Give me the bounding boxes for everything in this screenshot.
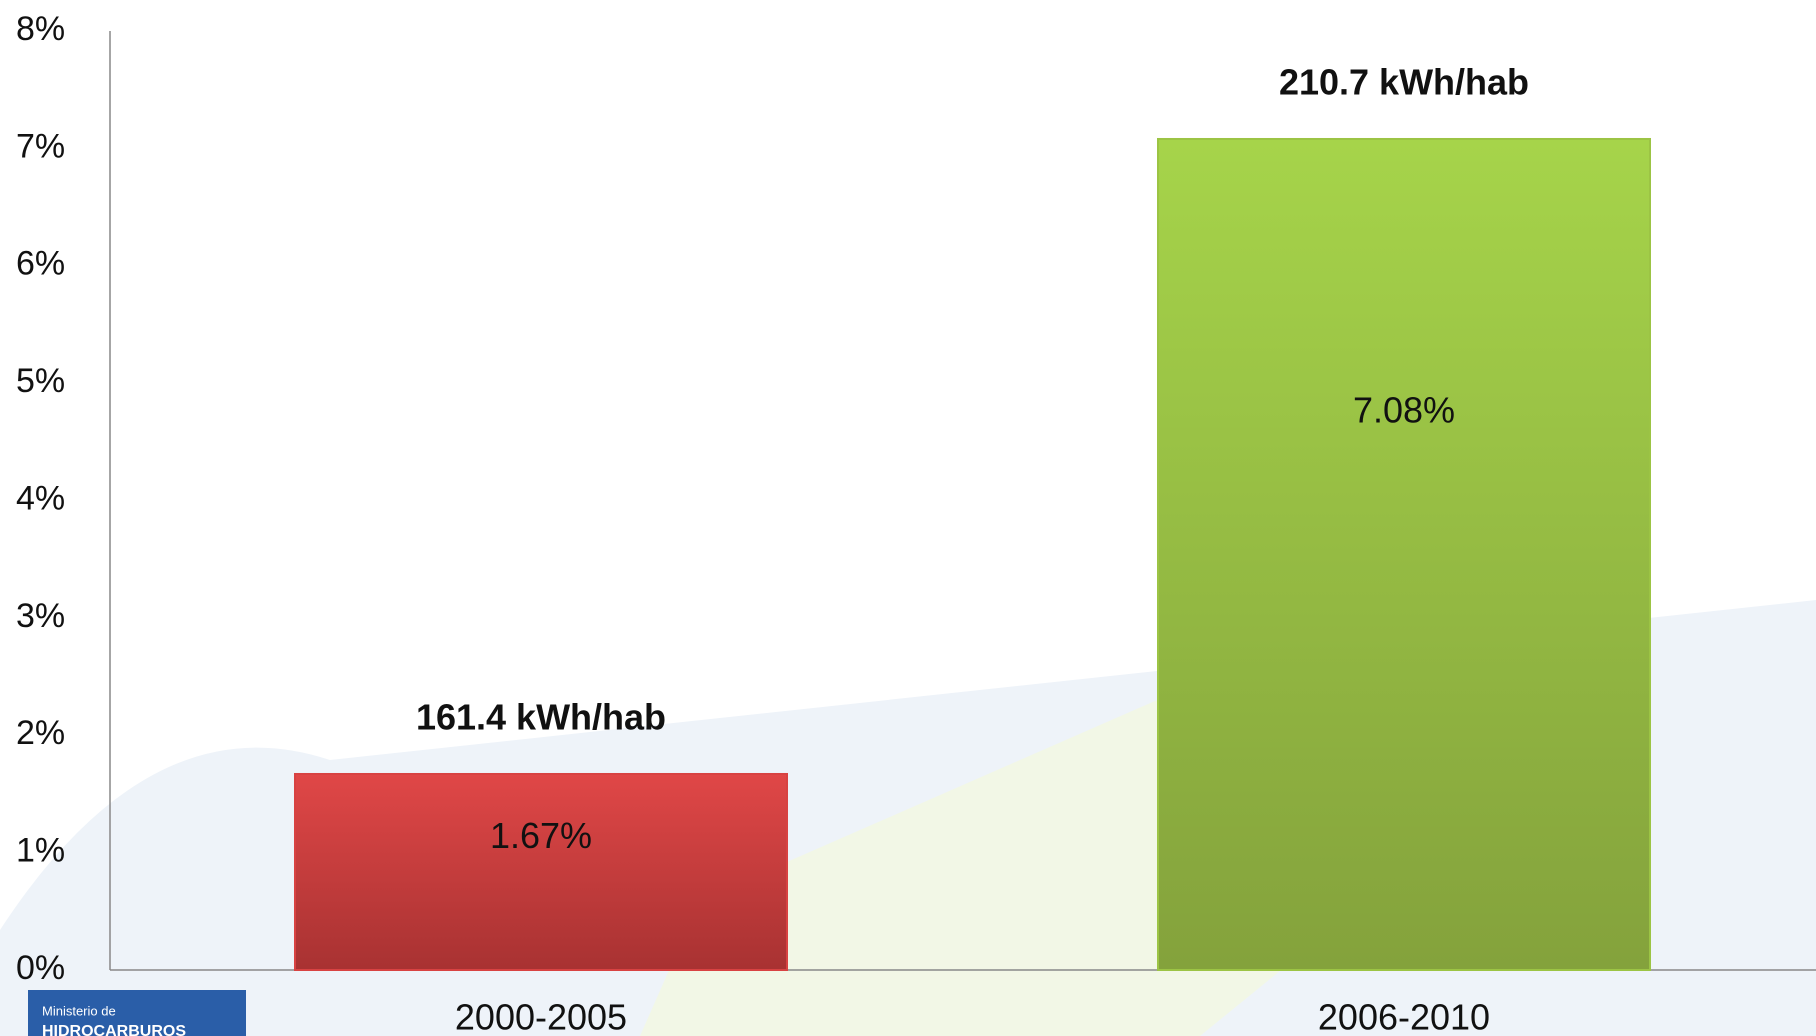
y-tick-label: 8% <box>16 10 65 48</box>
y-tick-label: 3% <box>16 597 65 635</box>
y-tick-label: 0% <box>16 949 65 987</box>
y-tick-label: 2% <box>16 714 65 752</box>
value-label: 7.08% <box>1353 390 1455 431</box>
bar <box>1157 137 1651 972</box>
value-label: 1.67% <box>490 815 592 856</box>
y-tick-label: 5% <box>16 362 65 400</box>
bar <box>294 772 788 972</box>
y-tick-label: 6% <box>16 245 65 283</box>
x-tick-label: 2006-2010 <box>1318 997 1490 1036</box>
annotation: 210.7 kWh/hab <box>1279 62 1529 103</box>
y-tick-label: 1% <box>16 832 65 870</box>
logo-text: HIDROCARBUROS <box>42 1023 186 1036</box>
x-tick-label: 2000-2005 <box>455 997 627 1036</box>
logo-box <box>28 990 246 1036</box>
y-tick-label: 4% <box>16 479 65 517</box>
logo-text: Ministerio de <box>42 1003 116 1018</box>
annotation: 161.4 kWh/hab <box>416 696 666 737</box>
y-tick-label: 7% <box>16 127 65 165</box>
